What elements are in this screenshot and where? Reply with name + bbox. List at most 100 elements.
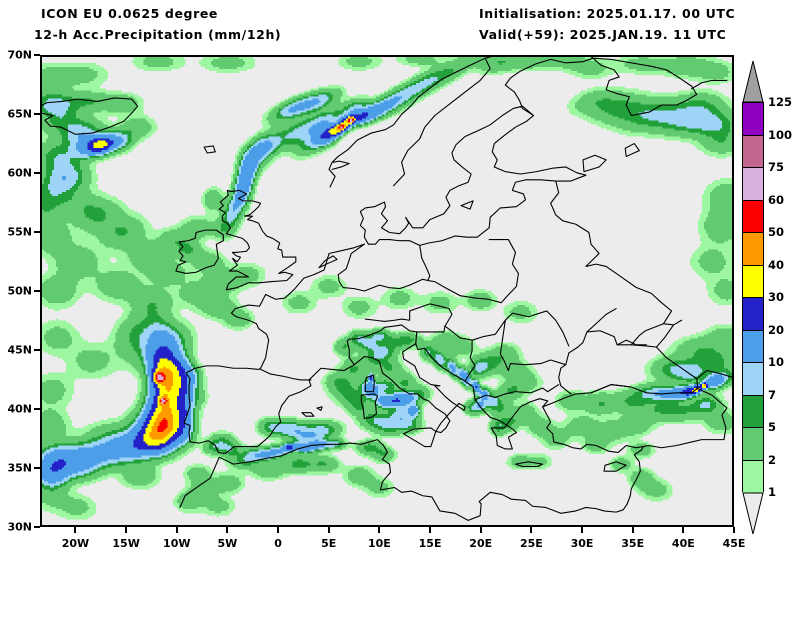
coastline-path [696, 369, 732, 380]
map-frame [40, 55, 734, 527]
colorbar-tick-label: 1 [768, 485, 777, 499]
lon-tick [277, 527, 280, 533]
lat-tick-label: 30N [7, 520, 32, 534]
coastline-path [603, 461, 627, 472]
coastline-path [393, 57, 491, 187]
coastline-overlay [42, 57, 732, 521]
coastline-path [626, 446, 644, 505]
lat-tick [34, 290, 40, 292]
coastline-path [582, 154, 607, 173]
lat-tick-label: 55N [7, 225, 32, 239]
coastline-path [592, 57, 698, 117]
lon-tick-label: 0 [274, 537, 282, 550]
coastline-path [183, 343, 699, 455]
lon-tick [581, 527, 584, 533]
coastline-path [337, 243, 431, 292]
coastline-path [318, 255, 338, 269]
coastline-path [346, 324, 418, 366]
colorbar-tick-label: 60 [768, 192, 785, 207]
coastline-path [616, 339, 647, 346]
lon-tick [479, 527, 482, 533]
colorbar-tick-label: 10 [768, 355, 785, 369]
coastline-path [464, 339, 476, 382]
coastline-path [427, 238, 519, 304]
colorbar-tick-label: 5 [768, 420, 777, 434]
lat-tick-label: 60N [7, 166, 32, 180]
coastline-path [42, 97, 139, 135]
colorbar-band [743, 135, 763, 168]
coastline-path [499, 319, 567, 372]
coastline-path [328, 57, 594, 246]
lon-tick-label: 35E [621, 537, 645, 550]
colorbar-band [743, 298, 763, 331]
lat-tick-label: 65N [7, 107, 32, 121]
coastline-path [179, 439, 628, 521]
lat-tick [34, 526, 40, 528]
lon-tick-label: 20W [61, 537, 90, 550]
lon-tick [125, 527, 128, 533]
coastline-path [558, 330, 698, 395]
lon-tick-label: 15W [112, 537, 140, 550]
lon-tick-label: 15E [418, 537, 442, 550]
coastline-path [364, 303, 453, 333]
colorbar-over-arrow [742, 60, 764, 103]
colorbar-tick-label: 20 [768, 322, 785, 337]
lon-tick-label: 40E [671, 537, 695, 550]
colorbar-tick-label: 2 [768, 452, 777, 467]
precipitation-shading [42, 57, 732, 520]
colorbar-band [743, 363, 763, 396]
coastline-path [542, 406, 644, 453]
colorbar-tick-label: 100 [768, 127, 793, 142]
colorbar-band [743, 460, 763, 493]
coastline-path [364, 374, 375, 393]
lon-tick-label: 20E [469, 537, 493, 550]
coastline-path [474, 384, 560, 401]
coastline-path [550, 180, 673, 325]
colorbar: 125 100 75 60 50 40 30 20 10 7 5 2 1 [742, 60, 800, 535]
lon-tick [530, 527, 533, 533]
coastline-path [460, 200, 474, 210]
initialisation-label: Initialisation: 2025.01.17. 00 UTC [479, 6, 736, 21]
colorbar-bands [742, 102, 764, 493]
coastline-path [175, 229, 224, 274]
lon-tick-label: 10W [163, 537, 191, 550]
colorbar-band [743, 330, 763, 363]
lon-tick [429, 527, 432, 533]
coastline-path [630, 323, 675, 348]
colorbar-band [743, 395, 763, 428]
lon-tick-label: 10E [367, 537, 391, 550]
coastline-path [444, 310, 570, 347]
lat-tick-label: 50N [7, 284, 32, 298]
colorbar-tick-label: 50 [768, 225, 785, 239]
lat-tick [34, 113, 40, 115]
lat-tick [34, 408, 40, 410]
model-title: ICON EU 0.0625 degree [41, 6, 218, 21]
lon-tick [327, 527, 330, 533]
lat-tick [34, 54, 40, 56]
colorbar-tick-label: 125 [768, 95, 793, 109]
coastline-path [514, 461, 544, 468]
coastline-path [403, 427, 437, 448]
lat-tick [34, 467, 40, 469]
lat-tick [34, 349, 40, 351]
lat-tick [34, 231, 40, 233]
coastline-path [691, 79, 728, 90]
colorbar-band [743, 233, 763, 266]
colorbar-tick-label: 30 [768, 290, 785, 304]
colorbar-under-arrow [742, 492, 764, 535]
lon-tick-label: 5E [321, 537, 337, 550]
lon-tick [175, 527, 178, 533]
coastline-path [331, 160, 350, 170]
lat-tick-label: 70N [7, 48, 32, 62]
lon-tick [631, 527, 634, 533]
colorbar-band [743, 200, 763, 233]
colorbar-band [743, 265, 763, 298]
lat-tick-label: 35N [7, 461, 32, 475]
coastline-path [316, 406, 323, 411]
valid-time-label: Valid(+59): 2025.JAN.19. 11 UTC [479, 27, 727, 42]
coastline-path [642, 387, 728, 449]
lon-tick-label: 25E [519, 537, 543, 550]
colorbar-band [743, 103, 763, 136]
colorbar-band [743, 428, 763, 461]
